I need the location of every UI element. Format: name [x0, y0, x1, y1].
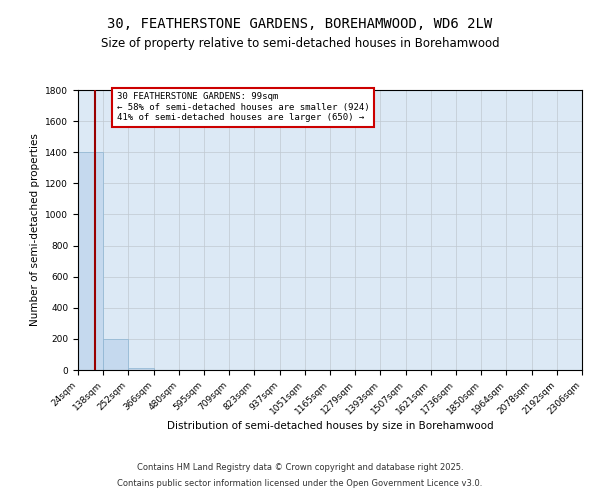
Text: 30, FEATHERSTONE GARDENS, BOREHAMWOOD, WD6 2LW: 30, FEATHERSTONE GARDENS, BOREHAMWOOD, W… [107, 18, 493, 32]
Text: Size of property relative to semi-detached houses in Borehamwood: Size of property relative to semi-detach… [101, 38, 499, 51]
Text: Contains HM Land Registry data © Crown copyright and database right 2025.: Contains HM Land Registry data © Crown c… [137, 464, 463, 472]
Y-axis label: Number of semi-detached properties: Number of semi-detached properties [30, 134, 40, 326]
X-axis label: Distribution of semi-detached houses by size in Borehamwood: Distribution of semi-detached houses by … [167, 422, 493, 432]
Bar [128, 368, 154, 370]
Bar [103, 339, 128, 370]
Text: Contains public sector information licensed under the Open Government Licence v3: Contains public sector information licen… [118, 478, 482, 488]
Text: 30 FEATHERSTONE GARDENS: 99sqm
← 58% of semi-detached houses are smaller (924)
4: 30 FEATHERSTONE GARDENS: 99sqm ← 58% of … [117, 92, 370, 122]
Bar [78, 152, 103, 370]
